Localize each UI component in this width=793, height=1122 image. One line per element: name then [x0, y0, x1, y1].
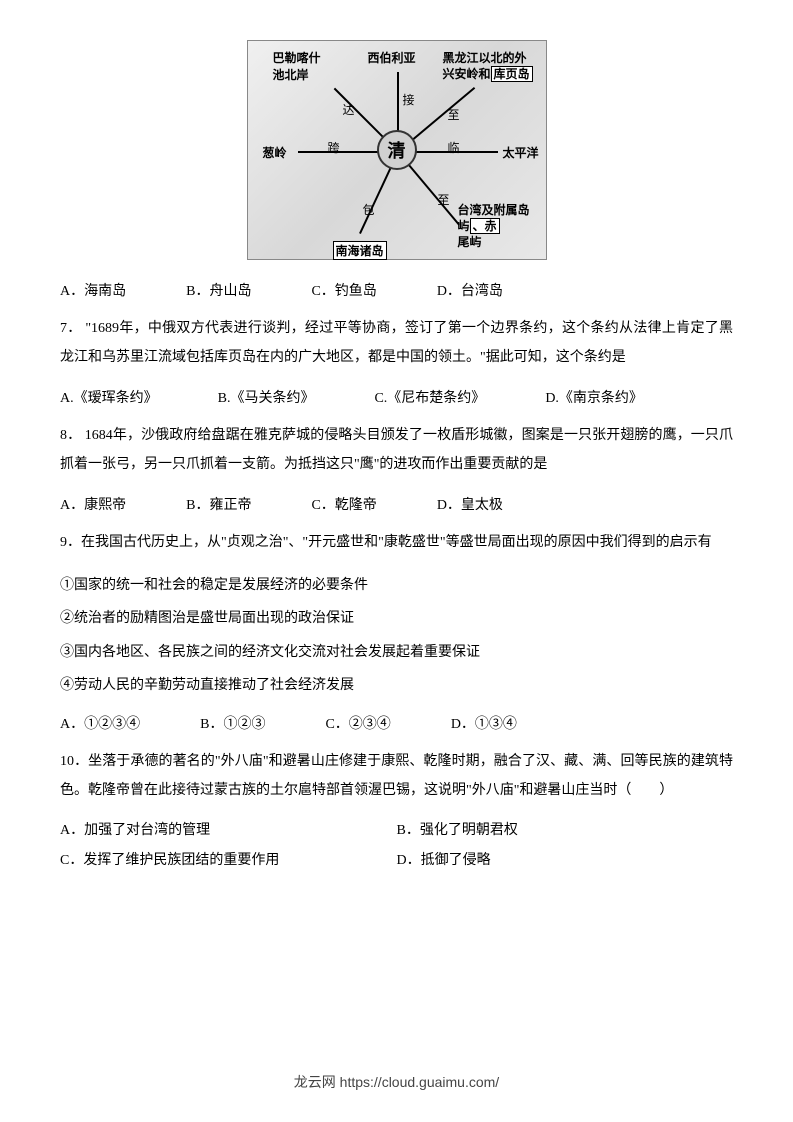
label-se3: 尾屿 [458, 233, 482, 250]
line-label-n: 接 [403, 91, 415, 108]
q7-option-c: C.《尼布楚条约》 [374, 387, 485, 407]
label-ne2-text: 兴安岭和 [443, 67, 491, 81]
q7-option-d: D.《南京条约》 [545, 387, 643, 407]
line-label-se: 至 [438, 191, 450, 208]
label-e: 太平洋 [503, 144, 539, 161]
q9-s4: ④劳动人民的辛勤劳动直接推动了社会经济发展 [60, 671, 733, 700]
label-nw: 巴勒喀什 池北岸 [273, 49, 321, 83]
territory-diagram: 清 达 接 至 跨 临 包 至 巴勒喀什 池北岸 西伯利亚 黑龙江以北的外 兴安… [247, 40, 547, 260]
label-se1: 台湾及附属岛 [458, 201, 530, 218]
q7-options: A.《瑷珲条约》 B.《马关条约》 C.《尼布楚条约》 D.《南京条约》 [60, 387, 733, 407]
q6-option-d: D．台湾岛 [437, 280, 503, 300]
q6-option-a: A．海南岛 [60, 280, 126, 300]
q6-options: A．海南岛 B．舟山岛 C．钓鱼岛 D．台湾岛 [60, 280, 733, 300]
q8-option-c: C．乾隆帝 [311, 494, 376, 514]
label-n: 西伯利亚 [368, 49, 416, 66]
label-s-boxed: 南海诸岛 [333, 241, 387, 260]
q8-option-a: A．康熙帝 [60, 494, 126, 514]
q9-option-b: B．①②③ [200, 713, 265, 733]
line-label-e: 临 [448, 139, 460, 156]
q7-option-a: A.《瑷珲条约》 [60, 387, 158, 407]
label-se-boxed: 、赤 [470, 218, 500, 234]
label-se2-text: 屿 [458, 219, 470, 233]
q9-option-a: A．①②③④ [60, 713, 140, 733]
q9-option-d: D．①③④ [451, 713, 517, 733]
label-w: 葱岭 [263, 144, 287, 161]
q6-option-c: C．钓鱼岛 [311, 280, 376, 300]
q10-option-a: A．加强了对台湾的管理 [60, 819, 397, 839]
q10-options-row2: C．发挥了维护民族团结的重要作用 D．抵御了侵略 [60, 849, 733, 869]
label-ne-boxed: 库页岛 [491, 66, 533, 82]
q9-s1: ①国家的统一和社会的稳定是发展经济的必要条件 [60, 571, 733, 600]
line-label-nw: 达 [343, 101, 355, 118]
q10-text: 10．坐落于承德的著名的"外八庙"和避暑山庄修建于康熙、乾隆时期，融合了汉、藏、… [60, 747, 733, 806]
line-label-sw: 包 [363, 201, 375, 218]
q9-s2: ②统治者的励精图治是盛世局面出现的政治保证 [60, 604, 733, 633]
label-ne2: 兴安岭和库页岛 [443, 65, 533, 82]
label-se2: 屿、赤 [458, 217, 500, 234]
q7-option-b: B.《马关条约》 [218, 387, 315, 407]
q10-options-row1: A．加强了对台湾的管理 B．强化了明朝君权 [60, 819, 733, 839]
q10-option-b: B．强化了明朝君权 [397, 819, 734, 839]
label-ne1: 黑龙江以北的外 [443, 49, 527, 66]
q10-option-d: D．抵御了侵略 [397, 849, 734, 869]
q8-options: A．康熙帝 B．雍正帝 C．乾隆帝 D．皇太极 [60, 494, 733, 514]
line-label-w: 跨 [328, 139, 340, 156]
q7-text: 7． "1689年，中俄双方代表进行谈判，经过平等协商，签订了第一个边界条约，这… [60, 314, 733, 373]
q8-option-b: B．雍正帝 [186, 494, 251, 514]
q9-option-c: C．②③④ [325, 713, 390, 733]
q10-option-c: C．发挥了维护民族团结的重要作用 [60, 849, 397, 869]
q6-option-b: B．舟山岛 [186, 280, 251, 300]
q9-s3: ③国内各地区、各民族之间的经济文化交流对社会发展起着重要保证 [60, 638, 733, 667]
q8-text: 8． 1684年，沙俄政府给盘踞在雅克萨城的侵略头目颁发了一枚盾形城徽，图案是一… [60, 421, 733, 480]
footer-text: 龙云网 https://cloud.guaimu.com/ [0, 1072, 793, 1092]
q9-options: A．①②③④ B．①②③ C．②③④ D．①③④ [60, 713, 733, 733]
q9-text: 9．在我国古代历史上，从"贞观之治"、"开元盛世和"康乾盛世"等盛世局面出现的原… [60, 528, 733, 557]
q8-option-d: D．皇太极 [437, 494, 503, 514]
diagram-center: 清 [377, 130, 417, 170]
line-label-ne: 至 [448, 106, 460, 123]
